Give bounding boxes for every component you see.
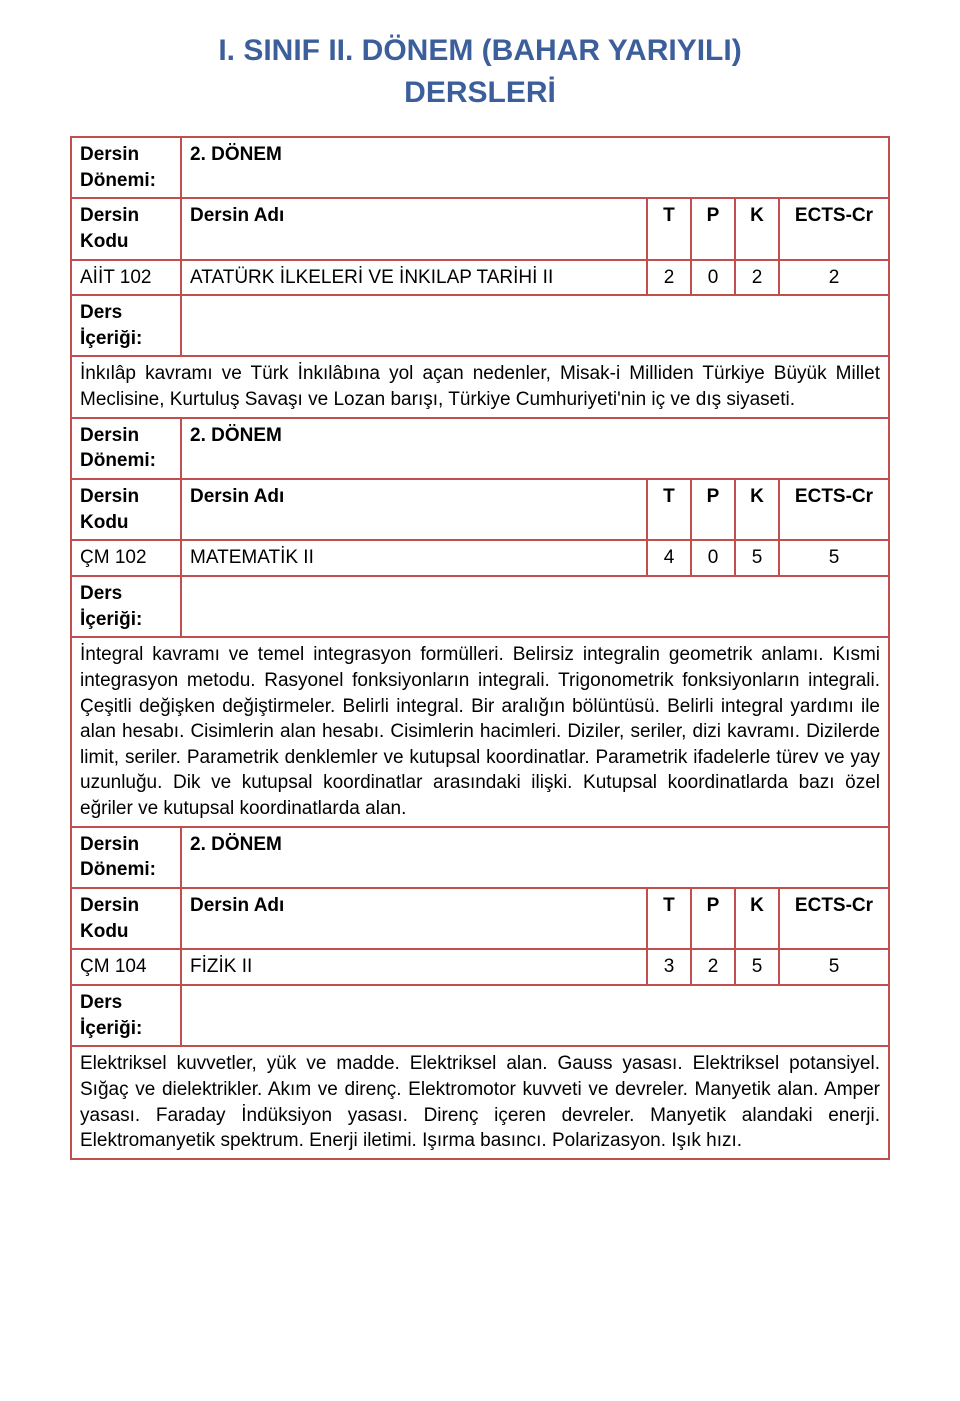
label-dersin-kodu: Dersin Kodu [71, 198, 181, 259]
col-header-p: P [691, 888, 735, 949]
col-header-t: T [647, 888, 691, 949]
title-line-1: I. SINIF II. DÖNEM (BAHAR YARIYILI) [218, 34, 741, 67]
value-p: 2 [691, 949, 735, 985]
value-icerik: Elektriksel kuvvetler, yük ve madde. Ele… [71, 1046, 889, 1159]
col-header-k: K [735, 888, 779, 949]
col-header-t: T [647, 198, 691, 259]
value-adi: FİZİK II [181, 949, 647, 985]
value-kodu: ÇM 102 [71, 540, 181, 576]
col-header-k: K [735, 479, 779, 540]
value-k: 5 [735, 540, 779, 576]
col-header-ects: ECTS-Cr [779, 888, 889, 949]
label-ders-icerigi: Ders İçeriği: [71, 985, 181, 1046]
col-header-ects: ECTS-Cr [779, 479, 889, 540]
empty-icerik-header [181, 576, 889, 637]
label-dersin-kodu: Dersin Kodu [71, 479, 181, 540]
col-header-p: P [691, 198, 735, 259]
label-dersin-donemi: Dersin Dönemi: [71, 418, 181, 479]
label-dersin-adi: Dersin Adı [181, 888, 647, 949]
value-adi: ATATÜRK İLKELERİ VE İNKILAP TARİHİ II [181, 260, 647, 296]
value-donem: 2. DÖNEM [181, 827, 889, 888]
value-ects: 5 [779, 540, 889, 576]
value-kodu: ÇM 104 [71, 949, 181, 985]
label-dersin-donemi: Dersin Dönemi: [71, 137, 181, 198]
value-adi: MATEMATİK II [181, 540, 647, 576]
title-line-2: DERSLERİ [404, 76, 556, 109]
value-kodu: AİİT 102 [71, 260, 181, 296]
empty-icerik-header [181, 985, 889, 1046]
value-icerik: İntegral kavramı ve temel integrasyon fo… [71, 637, 889, 826]
label-dersin-donemi: Dersin Dönemi: [71, 827, 181, 888]
value-donem: 2. DÖNEM [181, 418, 889, 479]
value-donem: 2. DÖNEM [181, 137, 889, 198]
label-ders-icerigi: Ders İçeriği: [71, 295, 181, 356]
value-ects: 2 [779, 260, 889, 296]
label-dersin-adi: Dersin Adı [181, 198, 647, 259]
value-ects: 5 [779, 949, 889, 985]
col-header-k: K [735, 198, 779, 259]
value-t: 4 [647, 540, 691, 576]
value-p: 0 [691, 540, 735, 576]
value-t: 2 [647, 260, 691, 296]
label-dersin-adi: Dersin Adı [181, 479, 647, 540]
page-title: I. SINIF II. DÖNEM (BAHAR YARIYILI) DERS… [70, 30, 890, 114]
empty-icerik-header [181, 295, 889, 356]
value-p: 0 [691, 260, 735, 296]
label-ders-icerigi: Ders İçeriği: [71, 576, 181, 637]
course-table: Dersin Dönemi:2. DÖNEMDersin KoduDersin … [70, 136, 890, 1160]
col-header-p: P [691, 479, 735, 540]
value-icerik: İnkılâp kavramı ve Türk İnkılâbına yol a… [71, 356, 889, 417]
label-dersin-kodu: Dersin Kodu [71, 888, 181, 949]
col-header-ects: ECTS-Cr [779, 198, 889, 259]
value-k: 5 [735, 949, 779, 985]
value-k: 2 [735, 260, 779, 296]
value-t: 3 [647, 949, 691, 985]
col-header-t: T [647, 479, 691, 540]
